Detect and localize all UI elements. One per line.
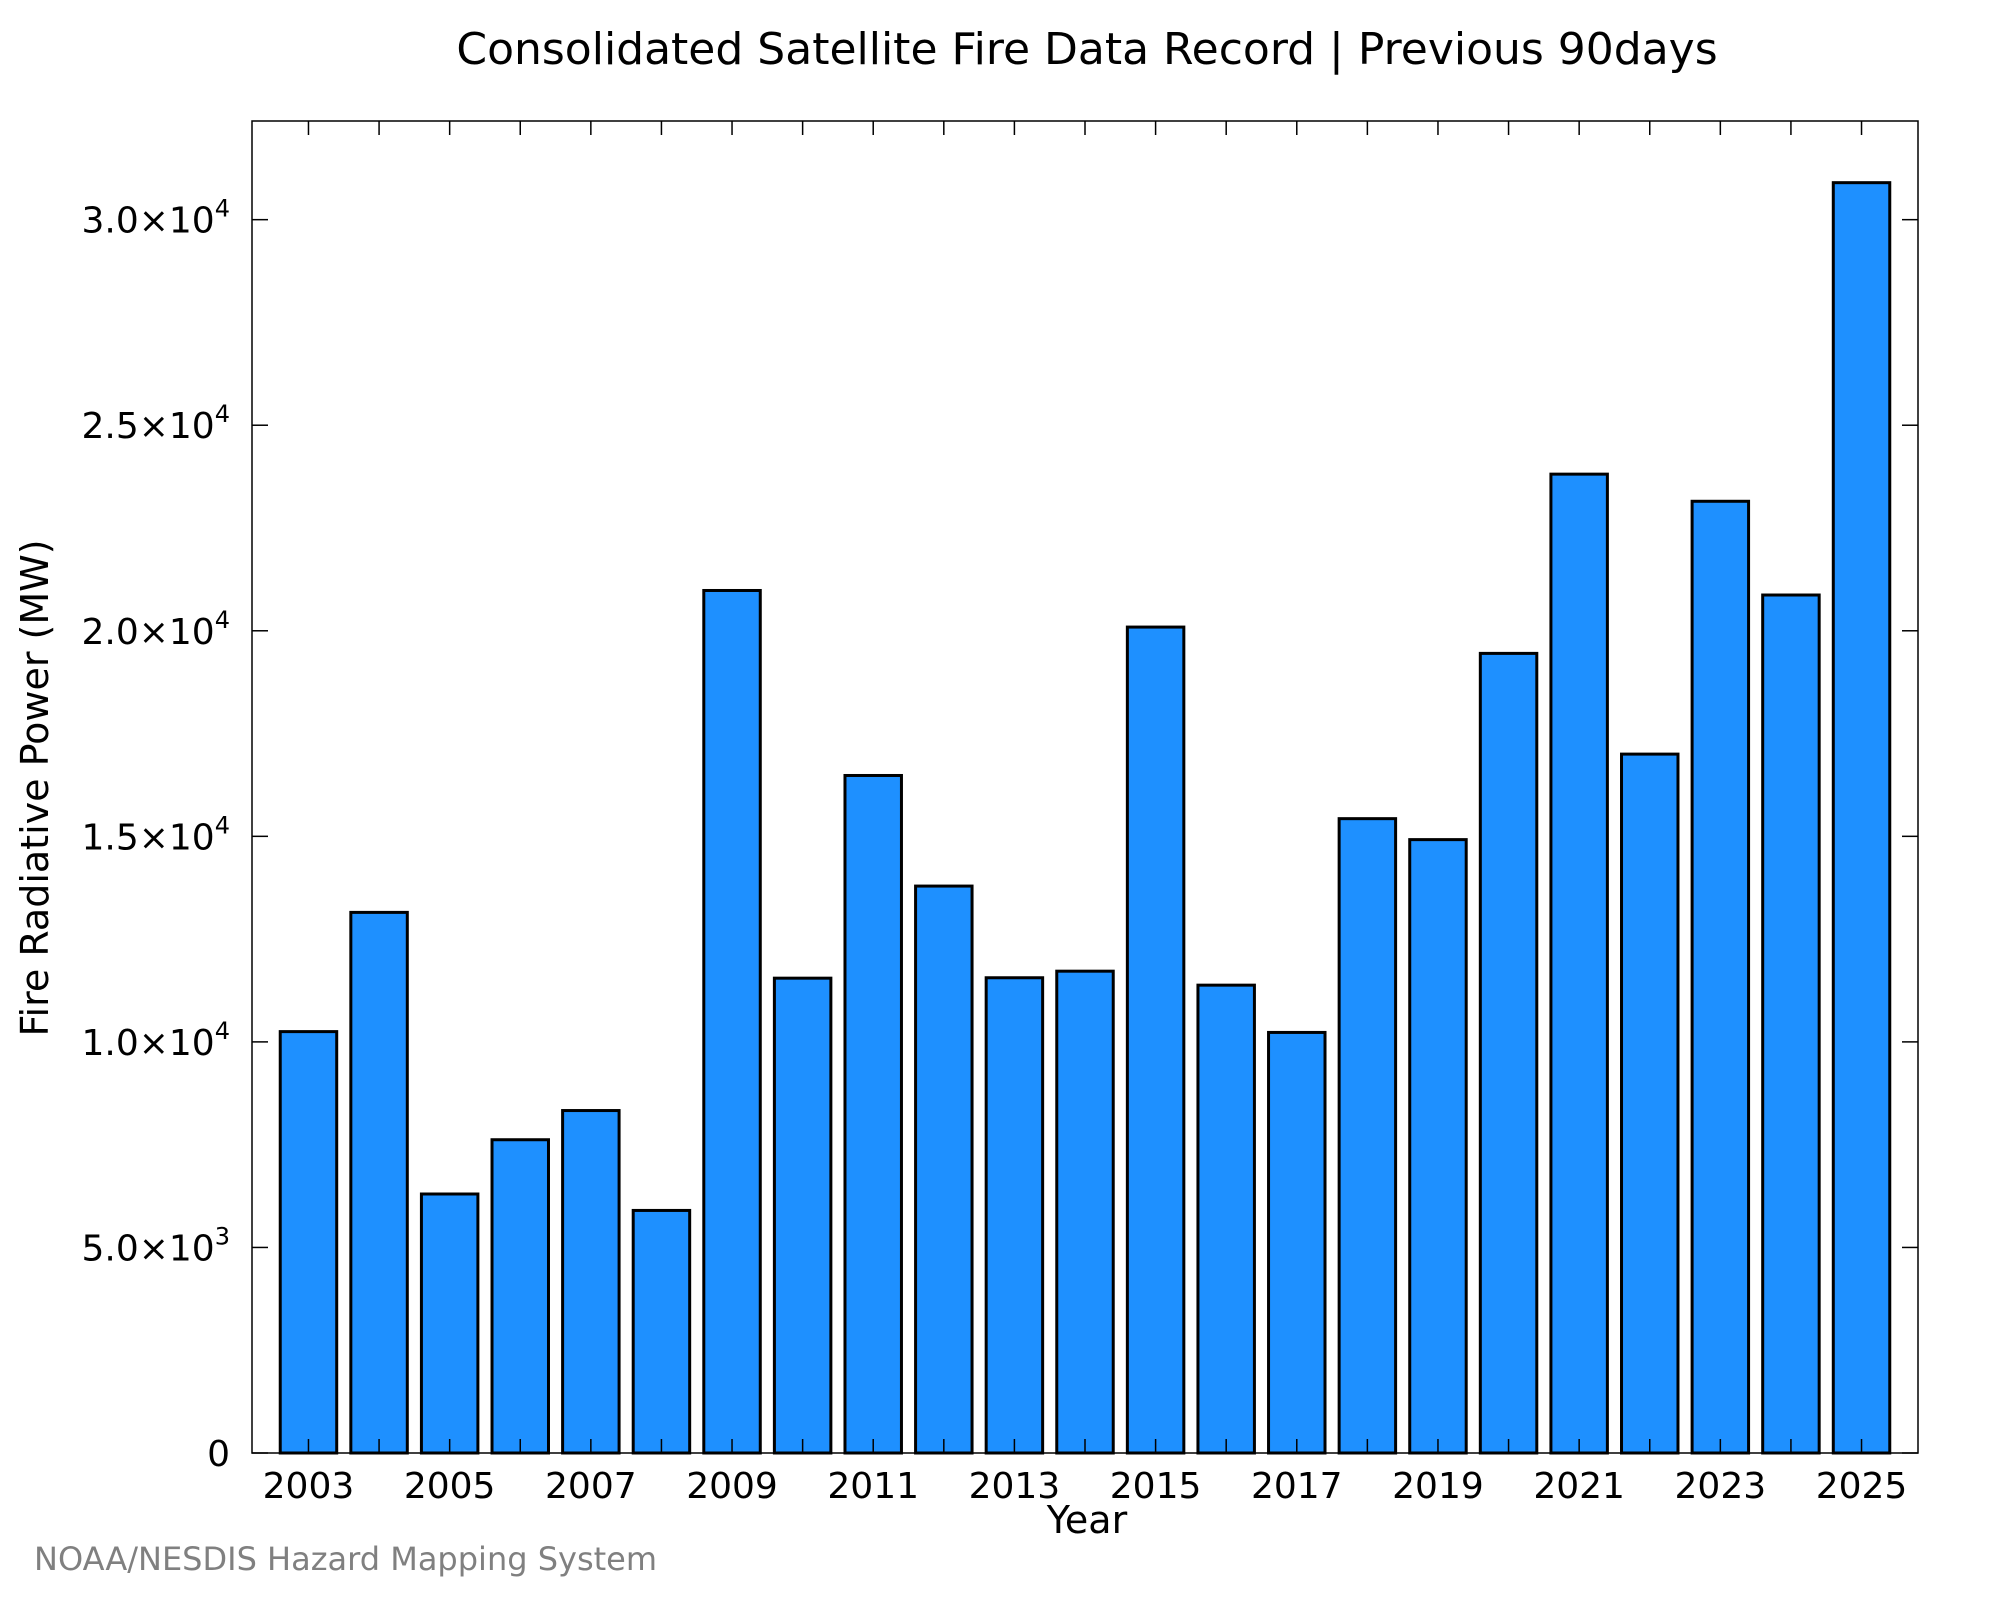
chart-title: Consolidated Satellite Fire Data Record … — [456, 24, 1717, 75]
bar-2015 — [1125, 625, 1186, 1455]
bar-2020 — [1478, 651, 1539, 1455]
y-tick-label: 1.0×104 — [81, 1017, 230, 1064]
bar-2009 — [702, 588, 762, 1455]
bar-2013 — [984, 976, 1045, 1455]
y-tick-label: 3.0×104 — [81, 195, 230, 242]
bar-2025 — [1831, 181, 1892, 1455]
bar-2007 — [561, 1109, 621, 1455]
bar-2022 — [1620, 752, 1680, 1455]
x-tick-label: 2023 — [1675, 1466, 1767, 1507]
credit-text: NOAA/NESDIS Hazard Mapping System — [34, 1540, 658, 1578]
x-tick-label: 2009 — [686, 1466, 778, 1507]
bar-2003 — [278, 1030, 339, 1455]
bar-2008 — [631, 1208, 692, 1455]
bar-2005 — [419, 1192, 480, 1455]
x-tick-label: 2003 — [263, 1466, 355, 1507]
y-axis-label: Fire Radiative Power (MW) — [13, 539, 57, 1036]
y-tick-label: 0 — [207, 1434, 230, 1475]
bar-2023 — [1690, 499, 1751, 1455]
x-tick-label: 2021 — [1533, 1466, 1625, 1507]
bar-2012 — [914, 884, 974, 1455]
y-tick-label: 2.0×104 — [81, 606, 230, 653]
y-tick-label: 2.5×104 — [81, 400, 230, 447]
x-axis-label: Year — [1046, 1498, 1128, 1542]
bar-2014 — [1055, 969, 1115, 1455]
bar-2019 — [1408, 838, 1468, 1455]
bar-2006 — [490, 1138, 550, 1455]
bar-2016 — [1196, 983, 1256, 1455]
bar-2011 — [843, 773, 903, 1455]
x-tick-label: 2025 — [1816, 1466, 1908, 1507]
x-tick-label: 2015 — [1110, 1466, 1202, 1507]
x-tick-label: 2019 — [1392, 1466, 1484, 1507]
bar-2021 — [1549, 472, 1609, 1455]
x-tick-label: 2017 — [1251, 1466, 1343, 1507]
x-tick-label: 2007 — [545, 1466, 637, 1507]
y-tick-label: 5.0×103 — [81, 1222, 230, 1269]
bar-2017 — [1267, 1030, 1327, 1455]
x-tick-label: 2011 — [827, 1466, 919, 1507]
bar-2018 — [1337, 817, 1398, 1455]
bar-2010 — [772, 976, 833, 1455]
x-tick-label: 2005 — [404, 1466, 496, 1507]
y-tick-label: 1.5×104 — [81, 811, 230, 858]
bar-2004 — [349, 910, 409, 1455]
plot-area: 2003 2005 2007 2009 2011 2013 2015 2017 2019 2021… — [81, 120, 1919, 1507]
bar-2024 — [1761, 593, 1821, 1455]
x-tick-label: 2013 — [969, 1466, 1061, 1507]
